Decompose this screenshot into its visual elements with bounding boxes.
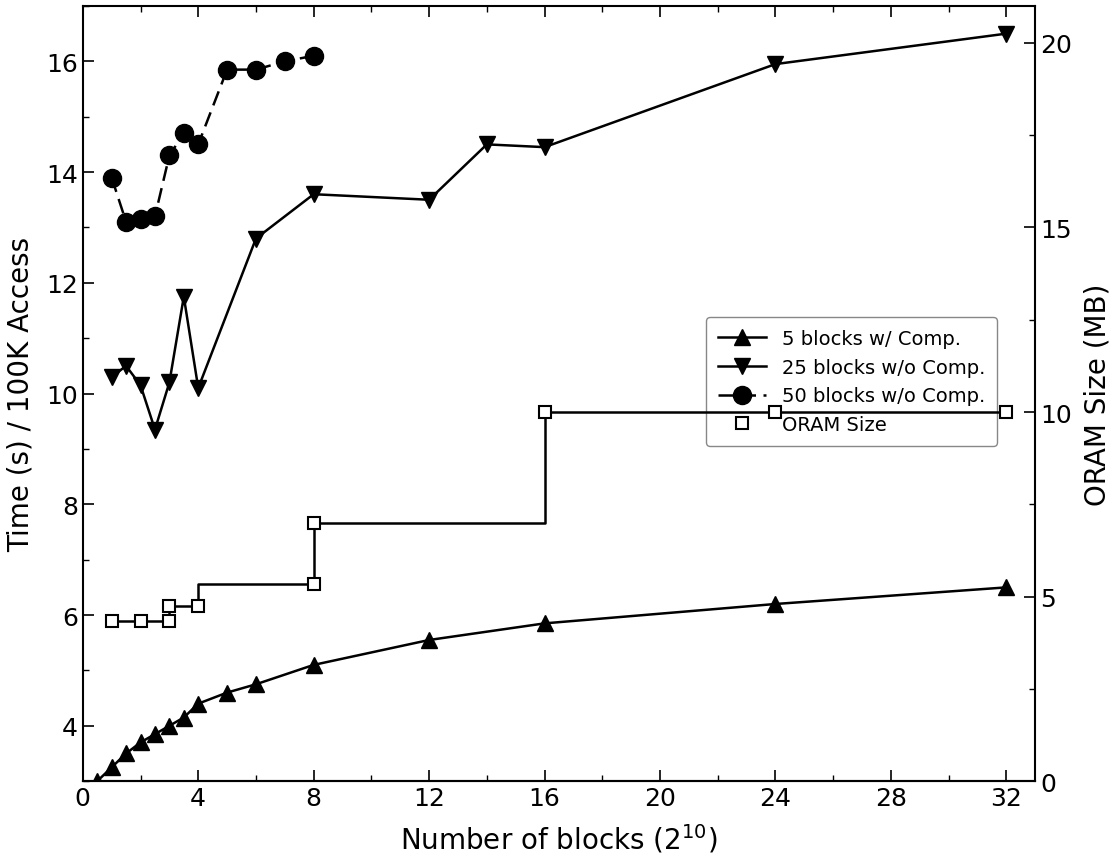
25 blocks w/o Comp. <box>769 60 783 71</box>
50 blocks w/o Comp. <box>120 218 133 228</box>
25 blocks w/o Comp. <box>999 29 1013 40</box>
5 blocks w/ Comp. <box>177 713 190 723</box>
5 blocks w/ Comp. <box>162 721 176 731</box>
50 blocks w/o Comp. <box>191 140 205 151</box>
ORAM Size <box>769 407 783 418</box>
Line: 50 blocks w/o Comp.: 50 blocks w/o Comp. <box>103 47 323 232</box>
ORAM Size <box>307 518 321 529</box>
50 blocks w/o Comp. <box>307 52 321 62</box>
25 blocks w/o Comp. <box>120 362 133 372</box>
5 blocks w/ Comp. <box>423 635 436 646</box>
50 blocks w/o Comp. <box>278 57 292 67</box>
25 blocks w/o Comp. <box>149 424 162 435</box>
50 blocks w/o Comp. <box>177 129 190 139</box>
ORAM Size <box>162 601 176 611</box>
Y-axis label: Time (s) / 100K Access: Time (s) / 100K Access <box>7 237 35 552</box>
ORAM Size <box>538 407 551 418</box>
Y-axis label: ORAM Size (MB): ORAM Size (MB) <box>1083 283 1111 505</box>
5 blocks w/ Comp. <box>91 776 104 786</box>
5 blocks w/ Comp. <box>105 762 119 772</box>
5 blocks w/ Comp. <box>120 748 133 759</box>
ORAM Size <box>999 407 1013 418</box>
25 blocks w/o Comp. <box>480 140 493 151</box>
5 blocks w/ Comp. <box>249 679 263 690</box>
25 blocks w/o Comp. <box>249 234 263 245</box>
5 blocks w/ Comp. <box>538 618 551 629</box>
5 blocks w/ Comp. <box>134 737 148 747</box>
Legend: 5 blocks w/ Comp., 25 blocks w/o Comp., 50 blocks w/o Comp., ORAM Size: 5 blocks w/ Comp., 25 blocks w/o Comp., … <box>707 318 997 446</box>
ORAM Size <box>307 579 321 589</box>
ORAM Size <box>191 601 205 611</box>
50 blocks w/o Comp. <box>220 65 234 76</box>
Line: 25 blocks w/o Comp.: 25 blocks w/o Comp. <box>104 27 1014 437</box>
25 blocks w/o Comp. <box>162 378 176 388</box>
25 blocks w/o Comp. <box>191 383 205 393</box>
50 blocks w/o Comp. <box>162 152 176 162</box>
25 blocks w/o Comp. <box>134 381 148 391</box>
5 blocks w/ Comp. <box>149 729 162 740</box>
5 blocks w/ Comp. <box>307 660 321 671</box>
5 blocks w/ Comp. <box>191 698 205 709</box>
ORAM Size <box>134 616 148 626</box>
50 blocks w/o Comp. <box>249 65 263 76</box>
25 blocks w/o Comp. <box>538 143 551 153</box>
ORAM Size <box>105 616 119 626</box>
5 blocks w/ Comp. <box>769 599 783 610</box>
Line: 5 blocks w/ Comp.: 5 blocks w/ Comp. <box>89 580 1014 789</box>
50 blocks w/o Comp. <box>134 214 148 225</box>
ORAM Size <box>162 616 176 626</box>
25 blocks w/o Comp. <box>105 372 119 382</box>
25 blocks w/o Comp. <box>423 195 436 206</box>
25 blocks w/o Comp. <box>177 292 190 302</box>
25 blocks w/o Comp. <box>307 189 321 200</box>
50 blocks w/o Comp. <box>105 173 119 183</box>
Line: ORAM Size: ORAM Size <box>105 406 1013 627</box>
5 blocks w/ Comp. <box>999 583 1013 593</box>
X-axis label: Number of blocks (2$^{10}$): Number of blocks (2$^{10}$) <box>400 821 718 854</box>
5 blocks w/ Comp. <box>220 688 234 698</box>
50 blocks w/o Comp. <box>149 212 162 222</box>
